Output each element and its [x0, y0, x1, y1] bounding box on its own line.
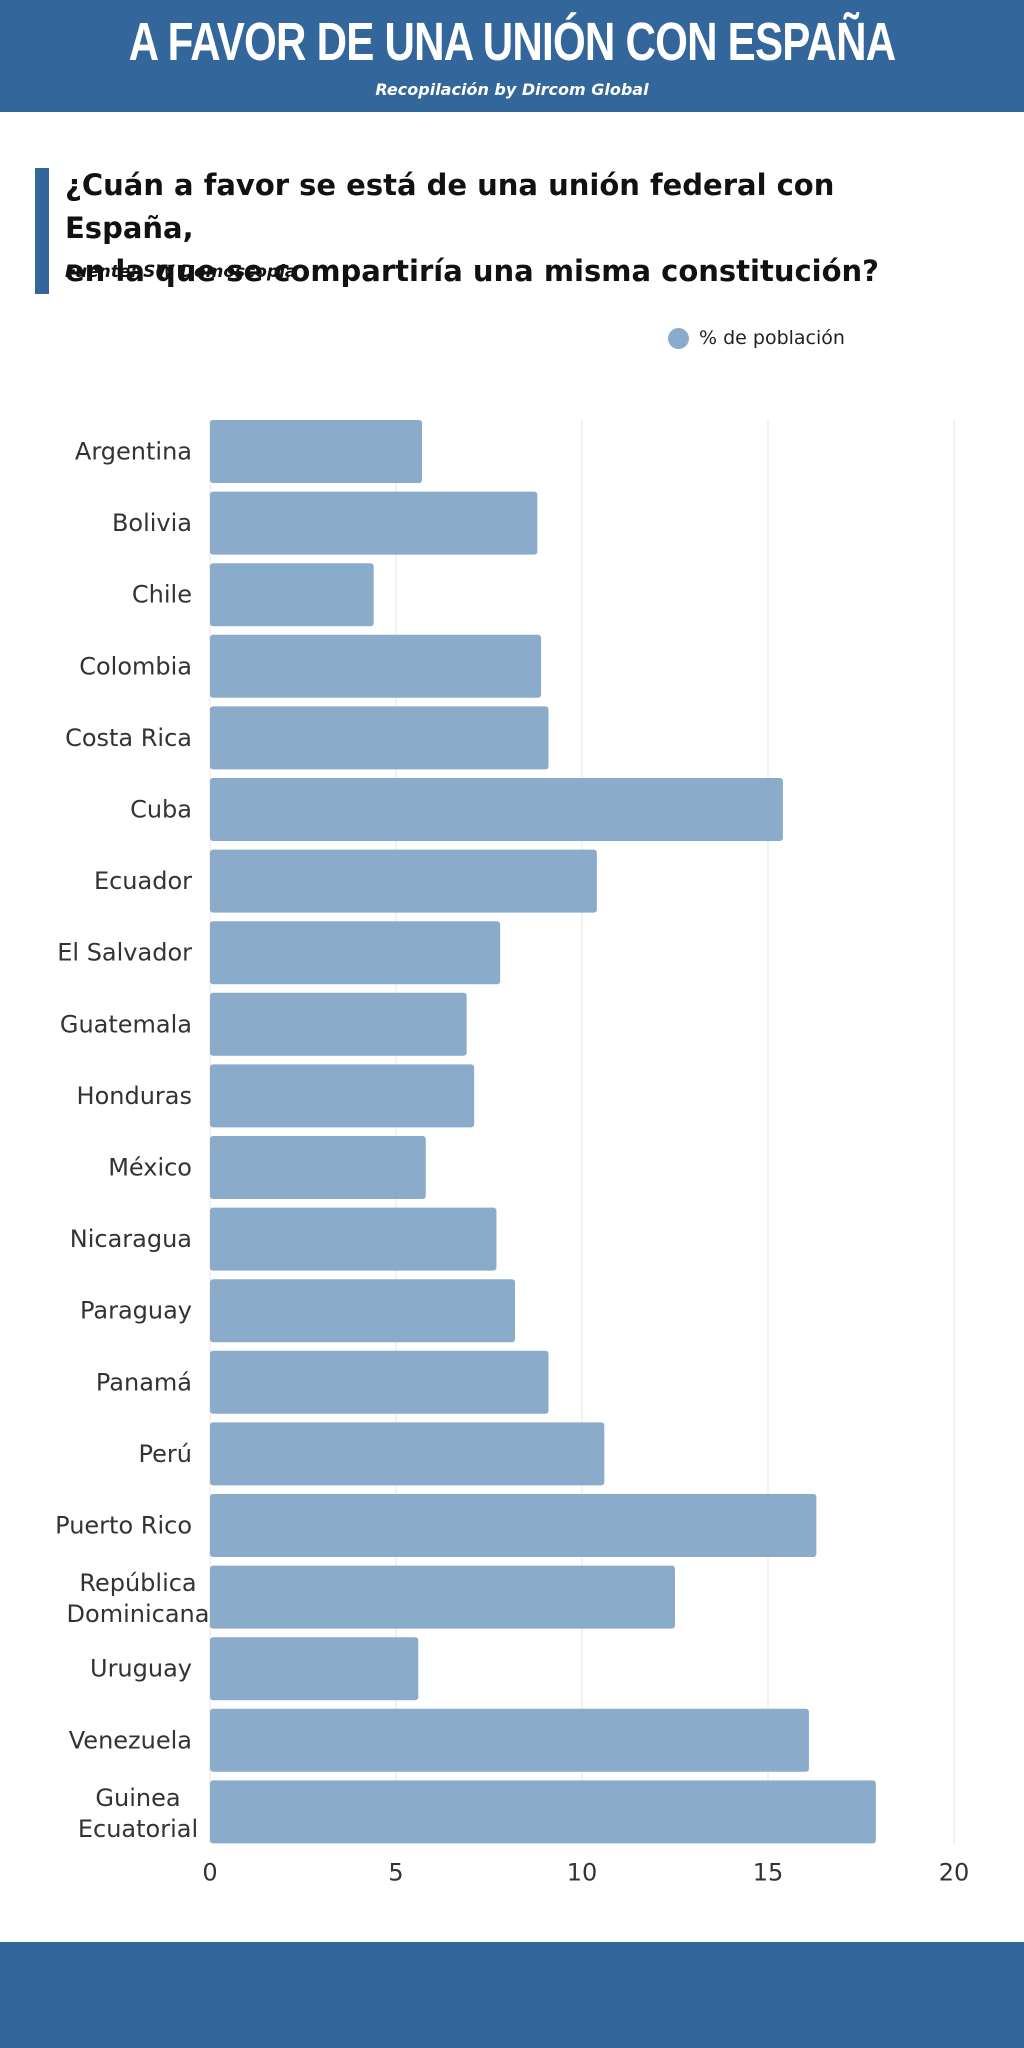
category-label-8: Guatemala	[60, 1010, 192, 1038]
x-tick-label-20: 20	[939, 1858, 970, 1886]
bar-7	[210, 921, 501, 985]
header-title: A FAVOR DE UNA UNIÓN CON ESPAÑA	[128, 12, 897, 72]
bar-chart: Argentina Bolivia Chile Colombia Costa Rica C…	[55, 420, 970, 1886]
category-label-2: Chile	[132, 581, 192, 609]
footer-banner	[0, 1942, 1024, 2048]
bar-16	[210, 1565, 675, 1629]
bar-3	[210, 634, 542, 698]
bar-14	[210, 1422, 605, 1486]
category-label-12: Paraguay	[80, 1297, 192, 1325]
category-label-16: República Dominicana	[67, 1569, 210, 1628]
bar-13	[210, 1350, 549, 1414]
category-label-0: Argentina	[75, 438, 192, 466]
category-label-13: Panamá	[96, 1368, 192, 1396]
category-label-4: Costa Rica	[65, 724, 192, 752]
category-label-11: Nicaragua	[70, 1225, 192, 1253]
question-line-2: en la que se compartiría una misma const…	[65, 254, 879, 288]
bar-17	[210, 1637, 419, 1701]
bar-6	[210, 849, 597, 913]
category-label-14: Perú	[139, 1440, 192, 1468]
legend-label: % de población	[699, 327, 845, 349]
category-label-6: Ecuador	[94, 867, 192, 895]
category-label-10: México	[108, 1154, 192, 1182]
question-text: ¿Cuán a favor se está de una unión feder…	[65, 164, 965, 293]
chart-legend: % de población	[668, 324, 845, 352]
x-tick-label-10: 10	[567, 1858, 598, 1886]
bar-8	[210, 992, 467, 1056]
category-label-9: Honduras	[77, 1082, 192, 1110]
header-banner: A FAVOR DE UNA UNIÓN CON ESPAÑA Recopila…	[0, 0, 1024, 112]
x-tick-label-15: 15	[753, 1858, 784, 1886]
category-label-18: Venezuela	[69, 1726, 192, 1754]
bar-5	[210, 778, 783, 841]
bar-15	[210, 1494, 817, 1557]
category-label-17: Uruguay	[90, 1655, 192, 1683]
category-label-19: Guinea Ecuatorial	[78, 1784, 198, 1843]
category-label-7: El Salvador	[57, 939, 192, 967]
x-tick-label-0: 0	[202, 1858, 217, 1886]
bar-9	[210, 1064, 475, 1128]
legend-marker	[668, 327, 689, 349]
bar-19	[210, 1780, 876, 1844]
header-subtitle: Recopilación by Dircom Global	[375, 80, 649, 99]
category-label-15: Puerto Rico	[55, 1512, 192, 1540]
question-line-1: ¿Cuán a favor se está de una unión feder…	[65, 168, 835, 245]
bar-0	[210, 420, 423, 483]
bar-2	[210, 563, 374, 627]
category-label-1: Bolivia	[112, 509, 192, 537]
bar-12	[210, 1279, 516, 1343]
category-label-5: Cuba	[130, 796, 192, 824]
bar-1	[210, 491, 538, 555]
bar-4	[210, 706, 549, 770]
bar-10	[210, 1136, 426, 1199]
category-label-3: Colombia	[79, 652, 192, 680]
question-accent-bar	[35, 168, 49, 294]
bar-18	[210, 1708, 809, 1772]
source-note: Fuente: SW Demoscopia	[65, 262, 297, 282]
x-tick-label-5: 5	[388, 1858, 403, 1886]
bar-11	[210, 1207, 497, 1271]
